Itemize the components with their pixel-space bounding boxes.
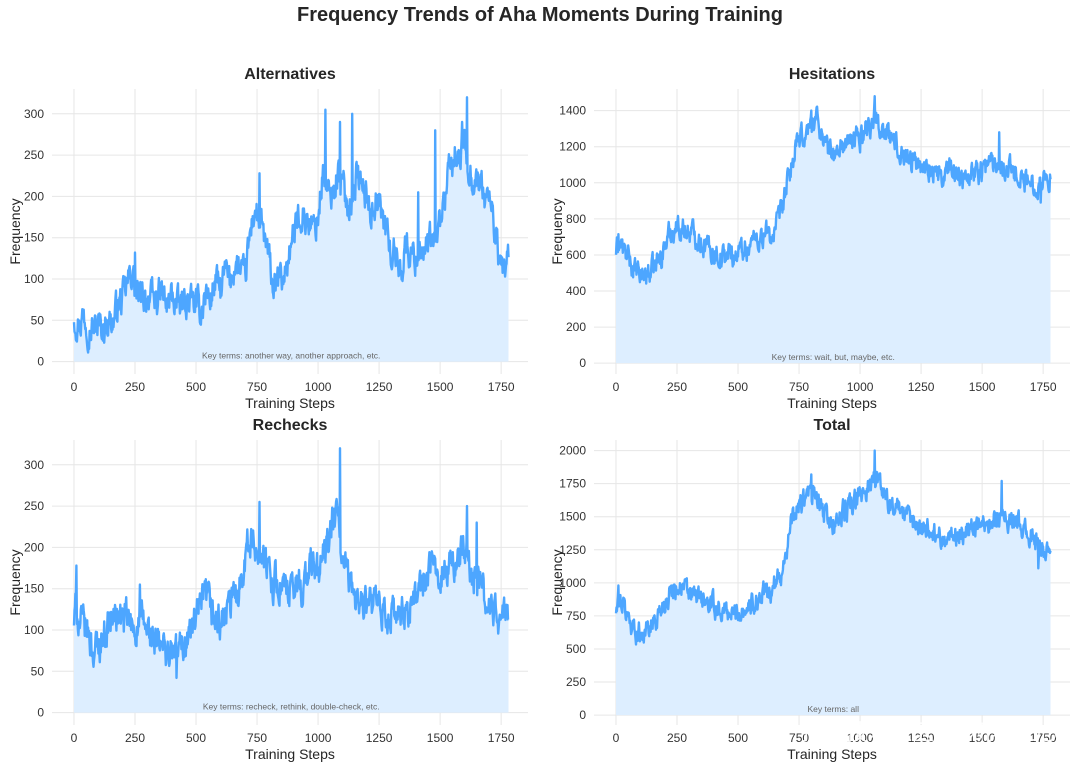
x-tick-label: 1000	[847, 380, 874, 394]
x-tick-label: 1250	[908, 380, 935, 394]
y-axis-label: Frequency	[7, 198, 23, 264]
x-tick-label: 750	[789, 731, 809, 745]
series-line	[614, 449, 1052, 646]
chart-panel-rechecks: 0 50 100 150 200 250 300 0 250 500 750 1000 1250 1500…	[7, 417, 528, 762]
y-tick-label: 1000	[559, 176, 586, 190]
y-axis-label: Frequency	[549, 198, 565, 264]
panel-title: Hesitations	[789, 66, 875, 83]
x-axis-label: Training Steps	[245, 395, 335, 411]
x-tick-label: 1000	[847, 731, 874, 745]
x-tick-label: 0	[613, 380, 620, 394]
y-tick-label: 100	[24, 623, 44, 637]
x-tick-label: 1750	[1030, 380, 1057, 394]
panel-title: Total	[813, 417, 850, 434]
x-tick-label: 1750	[488, 731, 515, 745]
y-tick-label: 200	[566, 320, 586, 334]
x-tick-label: 750	[789, 380, 809, 394]
x-axis-label: Training Steps	[787, 746, 877, 762]
chart-panel-hesitations: 0 200 400 600 800 1000 1200 1400 0 250 500 750 1000 1…	[549, 66, 1070, 411]
y-tick-label: 150	[24, 231, 44, 245]
x-tick-label: 1500	[969, 731, 996, 745]
x-tick-label: 750	[247, 731, 267, 745]
y-tick-label: 600	[566, 248, 586, 262]
x-tick-label: 1250	[908, 731, 935, 745]
y-tick-label: 1000	[559, 576, 586, 590]
y-tick-label: 0	[579, 708, 586, 722]
y-tick-label: 150	[24, 582, 44, 596]
chart-panel-alternatives: 0 50 100 150 200 250 300 0 250 500 750 1000 1250 1500…	[7, 66, 528, 411]
x-tick-label: 0	[71, 380, 78, 394]
key-terms-note: Key terms: all	[807, 704, 859, 714]
y-tick-label: 1500	[559, 510, 586, 524]
y-tick-label: 750	[566, 609, 586, 623]
watermark-text: 掘金技术社区 @ 机器之心	[802, 721, 1058, 746]
x-tick-label: 0	[613, 731, 620, 745]
x-tick-label: 500	[186, 380, 206, 394]
panel-title: Alternatives	[244, 66, 336, 83]
y-tick-label: 300	[24, 107, 44, 121]
y-tick-label: 1250	[559, 543, 586, 557]
y-tick-label: 1200	[559, 140, 586, 154]
key-terms-note: Key terms: another way, another approach…	[202, 351, 380, 361]
y-tick-label: 1750	[559, 477, 586, 491]
x-tick-label: 500	[728, 731, 748, 745]
y-tick-label: 0	[37, 355, 44, 369]
figure-title: Frequency Trends of Aha Moments During T…	[297, 4, 783, 26]
chart-panel-total: 0 250 500 750 1000 1250 1500 1750 2000 0 250 500 750…	[549, 417, 1070, 762]
y-tick-label: 2000	[559, 444, 586, 458]
y-tick-label: 300	[24, 458, 44, 472]
x-tick-label: 0	[71, 731, 78, 745]
x-tick-label: 500	[728, 380, 748, 394]
x-tick-label: 250	[667, 380, 687, 394]
y-axis-label: Frequency	[7, 549, 23, 615]
x-tick-label: 1250	[366, 731, 393, 745]
x-tick-label: 1000	[305, 380, 332, 394]
y-tick-label: 800	[566, 212, 586, 226]
y-tick-label: 200	[24, 189, 44, 203]
y-tick-label: 250	[24, 148, 44, 162]
y-tick-label: 400	[566, 284, 586, 298]
y-tick-label: 0	[37, 706, 44, 720]
x-tick-label: 250	[125, 380, 145, 394]
y-tick-label: 50	[31, 664, 45, 678]
x-tick-label: 1750	[1030, 731, 1057, 745]
y-tick-label: 100	[24, 272, 44, 286]
x-tick-label: 1000	[305, 731, 332, 745]
y-tick-label: 50	[31, 313, 45, 327]
key-terms-note: Key terms: wait, but, maybe, etc.	[772, 352, 895, 362]
x-tick-label: 1250	[366, 380, 393, 394]
y-tick-label: 1400	[559, 104, 586, 118]
area-fill	[615, 96, 1051, 364]
area-fill	[615, 450, 1051, 716]
area-fill	[73, 97, 509, 362]
y-tick-label: 0	[579, 356, 586, 370]
y-tick-label: 500	[566, 642, 586, 656]
x-tick-label: 1500	[969, 380, 996, 394]
x-tick-label: 500	[186, 731, 206, 745]
key-terms-note: Key terms: recheck, rethink, double-chec…	[203, 702, 380, 712]
x-tick-label: 1500	[427, 380, 454, 394]
x-axis-label: Training Steps	[245, 746, 335, 762]
x-tick-label: 250	[667, 731, 687, 745]
series-line	[72, 96, 510, 354]
y-tick-label: 200	[24, 540, 44, 554]
y-tick-label: 250	[24, 499, 44, 513]
x-tick-label: 250	[125, 731, 145, 745]
x-axis-label: Training Steps	[787, 395, 877, 411]
series-line	[72, 447, 510, 680]
y-tick-label: 250	[566, 675, 586, 689]
x-tick-label: 1750	[488, 380, 515, 394]
x-tick-label: 1500	[427, 731, 454, 745]
panel-title: Rechecks	[253, 417, 328, 434]
x-tick-label: 750	[247, 380, 267, 394]
y-axis-label: Frequency	[549, 549, 565, 615]
series-line	[614, 95, 1052, 285]
